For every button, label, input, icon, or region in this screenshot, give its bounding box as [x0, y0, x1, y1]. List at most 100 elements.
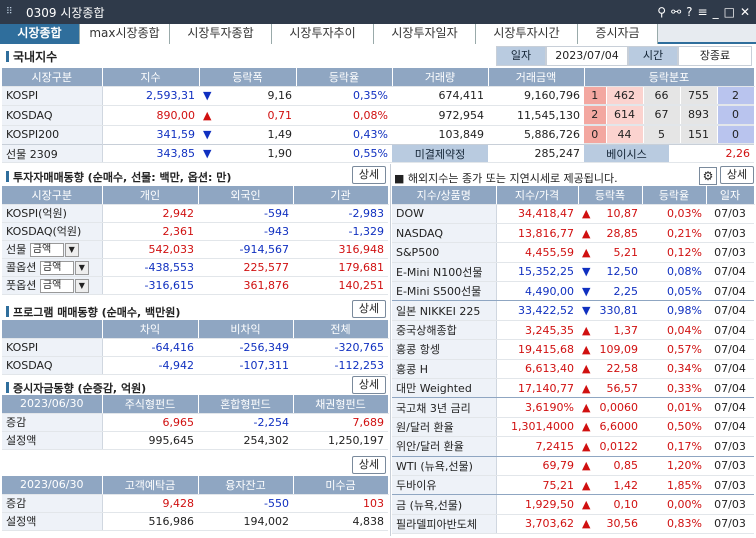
investor-detail-button[interactable]: 상세 — [352, 166, 386, 184]
tab-market-summary[interactable]: 시장종합 — [0, 24, 80, 44]
menu-icon[interactable]: ≡ — [697, 5, 708, 19]
table-row[interactable]: KOSPI 2,593,31 ▼ 9,16 0,35% 674,411 9,160… — [2, 86, 754, 106]
table-row[interactable]: 증감 9,428 -550 103 — [2, 494, 388, 513]
grip-icon[interactable]: ⠿ — [6, 7, 13, 17]
table-row[interactable]: 두바이유 75,21 ▲ 1,42 1,85% 07/03 — [392, 475, 754, 496]
table-row[interactable]: 풋옵션 금액 ▼ -316,615 361,876 140,251 — [2, 276, 388, 295]
institution-value: 179,681 — [293, 258, 388, 277]
table-row[interactable]: 중국상해종합 3,245,35 ▲ 1,37 0,04% 07/04 — [392, 320, 754, 341]
gear-icon[interactable]: ⚙ — [699, 167, 717, 185]
dist-lower-limit: 0 — [717, 125, 754, 144]
date-value: 07/04 — [706, 281, 754, 302]
table-row[interactable]: E-Mini S500선물 4,490,00 ▼ 2,25 0,05% 07/04 — [392, 281, 754, 302]
table-row[interactable]: 대만 Weighted 17,140,77 ▲ 56,57 0,33% 07/04 — [392, 378, 754, 399]
deposits-detail-button[interactable]: 상세 — [352, 456, 386, 474]
table-row[interactable]: 콜옵션 금액 ▼ -438,553 225,577 179,681 — [2, 258, 388, 277]
col-header: 고객예탁금 — [102, 476, 199, 495]
instrument-name: 중국상해종합 — [392, 320, 497, 341]
change-value: 28,85 — [606, 226, 639, 240]
chevron-down-icon[interactable]: ▼ — [74, 279, 89, 293]
change-value: 1,37 — [613, 323, 639, 337]
change-value: 5,21 — [613, 245, 639, 259]
table-row[interactable]: 필라델피아반도체 3,703,62 ▲ 30,56 0,83% 07/03 — [392, 514, 754, 535]
table-row[interactable]: KOSPI200 341,59 ▼ 1,49 0,43% 103,849 5,88… — [2, 125, 754, 145]
institution-value: -1,329 — [293, 222, 388, 241]
tab-investor-summary[interactable]: 시장투자종합 — [170, 24, 272, 44]
row-label: 풋옵션 금액 ▼ — [2, 276, 103, 295]
table-row[interactable]: KOSDAQ 890,00 ▲ 0,71 0,08% 972,954 11,545… — [2, 105, 754, 126]
program-detail-button[interactable]: 상세 — [352, 300, 386, 318]
table-row[interactable]: KOSPI(억원) 2,942 -594 -2,983 — [2, 204, 388, 223]
basis-value: 2,26 — [669, 144, 754, 163]
funds-detail-button[interactable]: 상세 — [352, 376, 386, 394]
table-row[interactable]: 원/달러 환율 1,301,4000 ▲ 6,6000 0,50% 07/04 — [392, 417, 754, 438]
date-field[interactable]: 2023/07/04 — [546, 46, 628, 66]
change-cell: ▼ 1,49 — [199, 125, 296, 145]
dist-down: 755 — [680, 86, 718, 105]
table-row[interactable]: DOW 34,418,47 ▲ 10,87 0,03% 07/03 — [392, 204, 754, 224]
change-value: 22,58 — [606, 362, 639, 376]
futures-change: 1,90 — [267, 147, 293, 160]
unit-select[interactable]: 금액 — [39, 261, 74, 275]
col-header: 2023/06/30 — [2, 395, 103, 414]
maximize-icon[interactable]: □ — [723, 5, 735, 19]
link-icon[interactable]: ⚯ — [671, 5, 682, 19]
table-row[interactable]: 증감 6,965 -2,254 7,689 — [2, 413, 388, 432]
amount-value: 9,160,796 — [488, 86, 584, 106]
table-row[interactable]: KOSDAQ -4,942 -107,311 -112,253 — [2, 356, 388, 375]
tab-max-market[interactable]: max시장종합 — [80, 24, 170, 44]
funds-table: 2023/06/30 주식형펀드 혼합형펀드 채권형펀드 증감 6,965 -2… — [2, 395, 389, 450]
change-cell: ▲ 0,10 — [578, 494, 642, 515]
col-header: 주식형펀드 — [102, 395, 199, 414]
table-row[interactable]: KOSPI -64,416 -256,349 -320,765 — [2, 338, 388, 357]
price-value: 17,140,77 — [496, 378, 578, 399]
foreign-value: 361,876 — [198, 276, 293, 295]
row-label: 설정액 — [2, 431, 103, 450]
col-header — [2, 320, 103, 339]
table-row[interactable]: S&P500 4,455,59 ▲ 5,21 0,12% 07/03 — [392, 242, 754, 263]
col-header: 시장구분 — [2, 186, 103, 205]
table-row[interactable]: WTI (뉴욕,선물) 69,79 ▲ 0,85 1,20% 07/03 — [392, 456, 754, 476]
dist-flat: 5 — [643, 125, 681, 144]
table-row[interactable]: 홍콩 H 6,613,40 ▲ 22,58 0,34% 07/04 — [392, 359, 754, 380]
table-row[interactable]: 설정액 995,645 254,302 1,250,197 — [2, 431, 388, 450]
table-row[interactable]: NASDAQ 13,816,77 ▲ 28,85 0,21% 07/03 — [392, 223, 754, 244]
table-row[interactable]: 설정액 516,986 194,002 4,838 — [2, 512, 388, 531]
pin-icon[interactable]: ⚲ — [657, 5, 667, 19]
table-header-row: 차익 비차익 전체 — [2, 320, 389, 339]
table-row[interactable]: 위안/달러 환율 7,2415 ▲ 0,0122 0,17% 07/03 — [392, 436, 754, 457]
date-value: 07/04 — [706, 359, 754, 380]
unit-select[interactable]: 금액 — [29, 243, 64, 257]
instrument-name: 두바이유 — [392, 475, 497, 496]
tab-investor-daily[interactable]: 시장투자일자 — [374, 24, 476, 44]
tab-investor-trend[interactable]: 시장투자추이 — [272, 24, 374, 44]
table-row[interactable]: 국고채 3년 금리 3,6190% ▲ 0,0060 0,01% 07/04 — [392, 397, 754, 418]
table-row[interactable]: 선물 2309 343,85 ▼ 1,90 0,55% 미결제약정 285,247… — [2, 144, 754, 163]
unit-select[interactable]: 금액 — [39, 279, 74, 293]
total-value: -320,765 — [293, 338, 388, 357]
institution-value: 140,251 — [293, 276, 388, 295]
down-arrow-icon: ▼ — [203, 89, 212, 103]
table-row[interactable]: KOSDAQ(억원) 2,361 -943 -1,329 — [2, 222, 388, 241]
minimize-icon[interactable]: _ — [712, 5, 719, 19]
overseas-detail-button[interactable]: 상세 — [720, 166, 754, 184]
tab-market-funds[interactable]: 증시자금 — [578, 24, 658, 44]
table-row[interactable]: 선물 금액 ▼ 542,033 -914,567 316,948 — [2, 240, 388, 259]
change-cell: ▲ 0,85 — [578, 456, 642, 476]
close-icon[interactable]: ✕ — [739, 5, 750, 19]
table-row[interactable]: 일본 NIKKEI 225 33,422,52 ▼ 330,81 0,98% 07/04 — [392, 300, 754, 321]
change-cell: ▼ 12,50 — [578, 262, 642, 283]
help-icon[interactable]: ? — [686, 5, 693, 19]
row-label: 설정액 — [2, 512, 103, 531]
table-row[interactable]: 금 (뉴욕,선물) 1,929,50 ▲ 0,10 0,00% 07/03 — [392, 494, 754, 515]
market-name: KOSPI — [2, 86, 103, 106]
chevron-down-icon[interactable]: ▼ — [64, 243, 79, 257]
customer-deposit-value: 516,986 — [102, 512, 198, 531]
change-cell: ▲ 109,09 — [578, 339, 642, 360]
tab-investor-time[interactable]: 시장투자시간 — [476, 24, 578, 44]
chevron-down-icon[interactable]: ▼ — [74, 261, 89, 275]
table-row[interactable]: 홍콩 항셍 19,415,68 ▲ 109,09 0,57% 07/04 — [392, 339, 754, 360]
volume-value: 972,954 — [392, 105, 488, 126]
table-row[interactable]: E-Mini N100선물 15,352,25 ▼ 12,50 0,08% 07/04 — [392, 262, 754, 283]
up-arrow-icon: ▲ — [582, 439, 591, 453]
